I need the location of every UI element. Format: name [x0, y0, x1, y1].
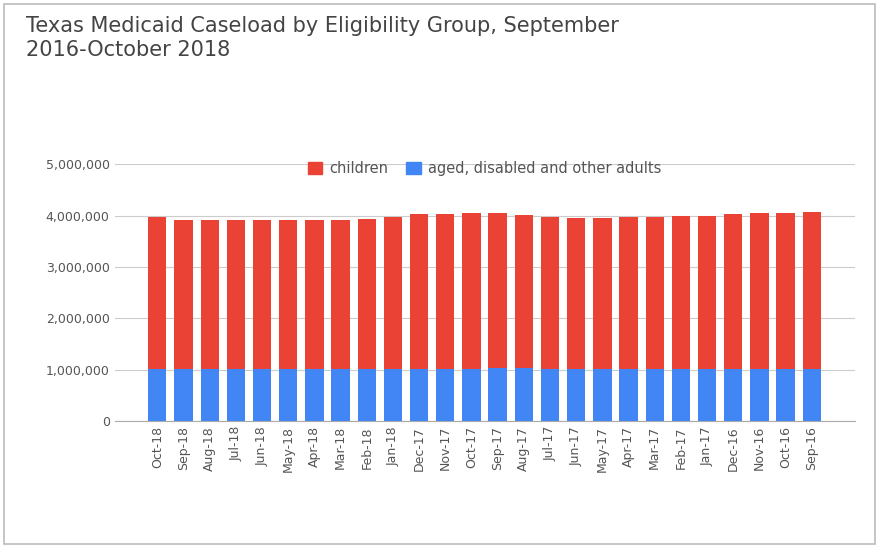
- Bar: [384, 369, 402, 421]
- Bar: [724, 214, 743, 369]
- Bar: [776, 369, 795, 421]
- Bar: [803, 369, 821, 421]
- Bar: [619, 217, 638, 369]
- Bar: [619, 369, 638, 421]
- Bar: [515, 215, 533, 369]
- Bar: [305, 369, 323, 421]
- Bar: [226, 220, 245, 369]
- Bar: [201, 220, 218, 369]
- Bar: [463, 213, 481, 369]
- Bar: [541, 217, 559, 369]
- Bar: [410, 214, 428, 369]
- Text: Texas Medicaid Caseload by Eligibility Group, September
2016-October 2018: Texas Medicaid Caseload by Eligibility G…: [26, 16, 619, 60]
- Bar: [698, 216, 716, 369]
- Bar: [803, 212, 821, 369]
- Bar: [148, 369, 167, 421]
- Bar: [358, 369, 376, 421]
- Bar: [515, 369, 533, 421]
- Bar: [384, 217, 402, 369]
- Bar: [226, 369, 245, 421]
- Bar: [358, 219, 376, 369]
- Bar: [201, 369, 218, 421]
- Bar: [410, 369, 428, 421]
- Bar: [646, 217, 664, 369]
- Bar: [567, 218, 585, 369]
- Bar: [174, 220, 193, 369]
- Bar: [305, 220, 323, 369]
- Bar: [593, 218, 611, 369]
- Bar: [698, 369, 716, 421]
- Bar: [751, 213, 768, 369]
- Bar: [646, 369, 664, 421]
- Bar: [279, 220, 298, 369]
- Bar: [488, 369, 507, 421]
- Bar: [331, 220, 350, 369]
- Bar: [436, 214, 455, 369]
- Bar: [776, 213, 795, 369]
- Bar: [671, 369, 690, 421]
- Bar: [567, 369, 585, 421]
- Bar: [253, 220, 271, 369]
- Bar: [331, 369, 350, 421]
- Legend: children, aged, disabled and other adults: children, aged, disabled and other adult…: [302, 155, 667, 182]
- Bar: [174, 369, 193, 421]
- Bar: [488, 213, 507, 369]
- Bar: [751, 369, 768, 421]
- Bar: [436, 369, 455, 421]
- Bar: [463, 369, 481, 421]
- Bar: [279, 369, 298, 421]
- Bar: [724, 369, 743, 421]
- Bar: [671, 216, 690, 369]
- Bar: [253, 369, 271, 421]
- Bar: [148, 217, 167, 369]
- Bar: [593, 369, 611, 421]
- Bar: [541, 369, 559, 421]
